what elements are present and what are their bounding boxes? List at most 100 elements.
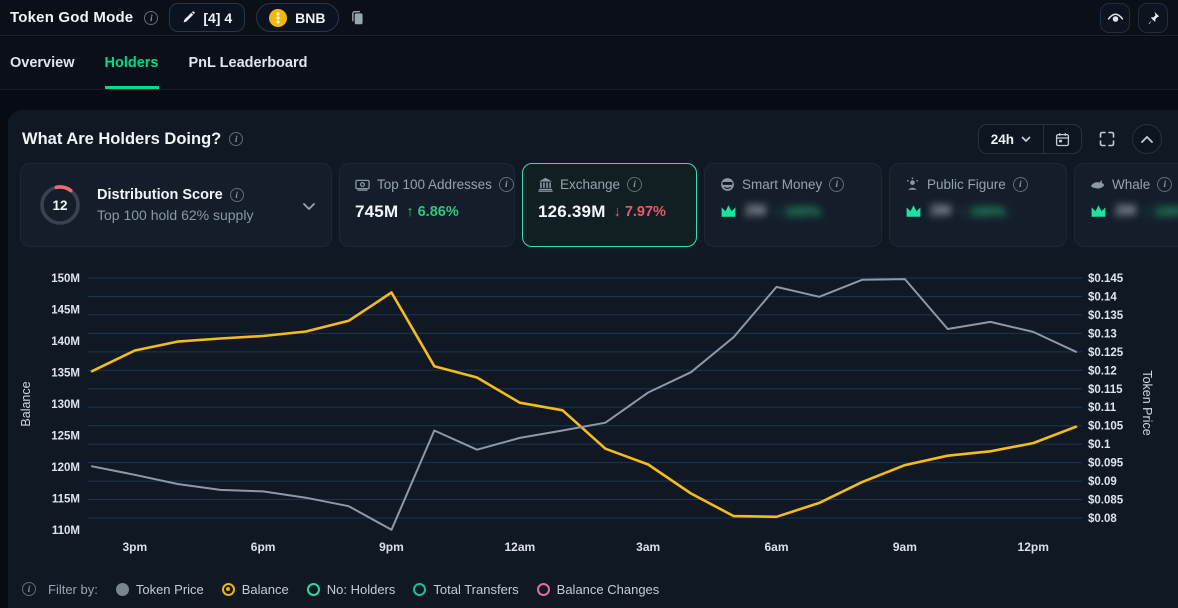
distribution-score-gauge: 12: [37, 182, 83, 228]
x-axis-tick: 9am: [893, 540, 917, 554]
card-info-icon[interactable]: i: [498, 177, 514, 192]
right-axis-tick: $0.085: [1088, 495, 1124, 507]
left-axis-tick: 140M: [51, 336, 80, 348]
card-info-icon[interactable]: i: [1157, 177, 1173, 192]
copy-icon[interactable]: [350, 10, 365, 25]
right-axis-title: Token Price: [1140, 370, 1154, 435]
right-axis-tick: $0.105: [1088, 421, 1124, 433]
right-axis-tick: $0.115: [1088, 384, 1123, 396]
right-axis-tick: $0.1: [1088, 439, 1111, 451]
chevron-up-icon: [1141, 135, 1153, 143]
card-info-icon[interactable]: i: [229, 188, 244, 202]
card-info-icon[interactable]: i: [1012, 177, 1028, 192]
filter-option-label: Token Price: [135, 581, 204, 597]
chevron-down-icon: [1021, 136, 1031, 142]
radio-icon: [115, 582, 129, 596]
series-balance: [90, 291, 1078, 519]
card-title: Distribution Score: [97, 187, 223, 203]
calendar-icon: [1055, 132, 1070, 146]
filter-option-balance[interactable]: Balance: [221, 582, 289, 597]
right-axis-tick: $0.11: [1088, 402, 1117, 414]
card-title: Exchange: [560, 177, 621, 192]
filter-option-no-holders[interactable]: No: Holders: [306, 582, 395, 597]
card-smart-money[interactable]: Smart Money i 2M ↑ 100%: [704, 163, 882, 247]
holders-chart[interactable]: $0.145 $0.14 $0.135 $0.13 $0.125 $0.12 $0.115 $…: [0, 252, 1178, 564]
radio-icon: [536, 582, 550, 596]
radio-icon: [306, 582, 320, 596]
tab-holders[interactable]: Holders: [104, 37, 159, 89]
right-axis-tick: $0.095: [1088, 458, 1124, 470]
token-selector[interactable]: BNB: [256, 3, 339, 32]
filter-label: Filter by:: [48, 581, 98, 597]
timeframe-dropdown[interactable]: 24h: [979, 125, 1043, 153]
filter-option-total-transfers[interactable]: Total Transfers: [413, 582, 519, 597]
left-axis-tick: 120M: [51, 462, 80, 474]
filter-option-token-price[interactable]: Token Price: [115, 581, 204, 597]
right-axis-tick: $0.145: [1088, 273, 1124, 285]
card-masked-value: 2M: [745, 202, 766, 219]
tab-bar: Overview Holders PnL Leaderboard: [0, 37, 1178, 90]
right-axis-tick: $0.13: [1088, 328, 1117, 340]
card-title: Whale: [1112, 177, 1151, 192]
right-axis-tick: $0.12: [1088, 365, 1117, 377]
title-info-icon[interactable]: i: [144, 10, 159, 25]
left-axis-title: Balance: [19, 381, 33, 426]
distribution-score-value: 12: [52, 197, 68, 213]
bnb-coin-icon: [269, 8, 288, 27]
edit-badge-label: [4] 4: [203, 9, 233, 26]
eye-icon: [1107, 13, 1123, 22]
card-value: 126.39M: [538, 202, 606, 221]
card-change-down: ↓ 7.97%: [613, 204, 666, 220]
pin-icon: [1148, 11, 1160, 24]
category-cards: 12 Distribution Score i Top 100 hold 62% su…: [20, 163, 1178, 247]
card-exchange[interactable]: Exchange i 126.39M ↓ 7.97%: [522, 163, 697, 247]
card-masked-change: ↑ 100%: [958, 202, 1006, 219]
right-axis-tick: $0.14: [1088, 291, 1117, 303]
chevron-down-icon[interactable]: [303, 197, 315, 213]
watch-button[interactable]: [1100, 2, 1130, 33]
tab-pnl-leaderboard[interactable]: PnL Leaderboard: [188, 55, 308, 71]
x-axis-tick: 6pm: [251, 540, 276, 554]
filter-option-balance-changes[interactable]: Balance Changes: [536, 582, 659, 597]
smart-money-icon: [720, 177, 735, 192]
app-title: Token God Mode: [10, 9, 134, 26]
pin-button[interactable]: [1138, 2, 1168, 33]
left-axis-tick: 130M: [51, 399, 80, 411]
card-info-icon[interactable]: i: [627, 177, 643, 192]
right-axis-tick: $0.09: [1088, 476, 1117, 488]
distribution-score-subtitle: Top 100 hold 62% supply: [97, 207, 254, 223]
card-masked-value: 2M: [930, 202, 951, 219]
card-change-up: ↑ 6.86%: [406, 204, 459, 220]
person-icon: [905, 177, 920, 192]
left-axis-tick: 150M: [51, 273, 80, 285]
card-distribution-score[interactable]: 12 Distribution Score i Top 100 hold 62% su…: [20, 163, 332, 247]
card-title: Public Figure: [927, 177, 1006, 192]
card-public-figure[interactable]: Public Figure i 2M ↑ 100%: [889, 163, 1067, 247]
collapse-button[interactable]: [1132, 124, 1162, 154]
edit-token-button[interactable]: [4] 4: [169, 3, 246, 32]
left-axis-tick: 115M: [52, 494, 80, 506]
x-axis-tick: 6am: [765, 540, 789, 554]
fullscreen-icon: [1099, 131, 1115, 147]
x-axis-tick: 3am: [636, 540, 660, 554]
crown-icon: [720, 204, 737, 218]
card-info-icon[interactable]: i: [829, 177, 845, 192]
series-token-price: [91, 278, 1077, 531]
fullscreen-button[interactable]: [1092, 124, 1122, 154]
calendar-button[interactable]: [1043, 125, 1081, 153]
token-label: BNB: [295, 9, 326, 26]
tab-overview[interactable]: Overview: [10, 55, 75, 71]
panel-title: What Are Holders Doing?: [22, 129, 222, 148]
filter-info-icon[interactable]: i: [22, 582, 36, 596]
card-title: Top 100 Addresses: [377, 177, 492, 192]
whale-icon: [1090, 177, 1105, 192]
panel-info-icon[interactable]: i: [229, 132, 244, 146]
radio-icon: [221, 582, 235, 596]
panel-header: What Are Holders Doing? i 24h: [22, 123, 1162, 155]
x-axis-tick: 3pm: [122, 540, 147, 554]
x-axis-tick: 12am: [504, 540, 535, 554]
pencil-icon: [183, 11, 196, 23]
card-top-100-addresses[interactable]: Top 100 Addresses i 745M ↑ 6.86%: [339, 163, 515, 247]
top-bar: Token God Mode i [4] 4 BNB: [0, 0, 1178, 36]
